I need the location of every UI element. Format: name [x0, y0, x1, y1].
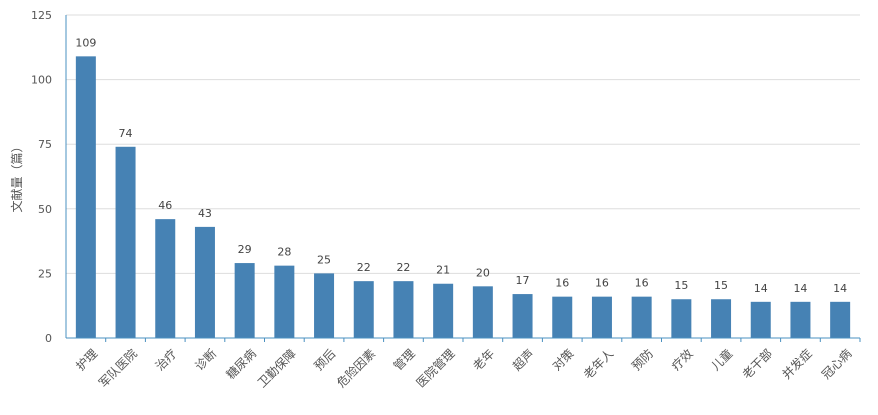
- bar-10: [472, 286, 493, 338]
- data-label-10: 20: [476, 266, 490, 279]
- x-tick-label-9: 医院管理: [413, 346, 458, 391]
- data-label-11: 17: [516, 274, 530, 287]
- data-label-17: 14: [754, 282, 768, 295]
- x-tick-label-3: 诊断: [192, 346, 220, 374]
- bar-2: [155, 219, 176, 338]
- y-tick-label-2: 50: [38, 203, 52, 216]
- bar-17: [750, 301, 771, 338]
- y-tick-label-0: 0: [45, 332, 52, 345]
- bar-7: [353, 281, 374, 338]
- y-axis-title: 文献量（篇）: [9, 140, 24, 212]
- data-label-19: 14: [833, 282, 847, 295]
- y-tick-label-4: 100: [31, 74, 52, 87]
- bar-1: [115, 146, 136, 338]
- x-tick-label-14: 预防: [628, 346, 656, 374]
- x-tick-label-18: 并发症: [779, 346, 815, 382]
- bar-12: [552, 296, 573, 338]
- x-tick-label-1: 军队医院: [95, 346, 140, 391]
- x-tick-label-11: 超声: [509, 346, 537, 374]
- bar-13: [591, 296, 612, 338]
- data-label-1: 74: [119, 127, 133, 140]
- data-label-18: 14: [793, 282, 807, 295]
- data-label-8: 22: [396, 261, 410, 274]
- x-tick-label-7: 危险因素: [334, 346, 379, 391]
- bar-16: [711, 299, 732, 338]
- bar-4: [234, 263, 255, 338]
- x-tick-label-0: 护理: [73, 346, 100, 373]
- bar-11: [512, 294, 533, 338]
- bar-5: [274, 265, 295, 338]
- data-label-2: 46: [158, 199, 172, 212]
- x-tick-label-4: 糖尿病: [223, 346, 259, 382]
- bar-8: [393, 281, 414, 338]
- data-label-12: 16: [555, 277, 569, 290]
- x-tick-label-5: 卫勤保障: [254, 346, 299, 391]
- y-tick-label-3: 75: [38, 138, 52, 151]
- x-tick-label-17: 老干部: [739, 346, 775, 382]
- data-label-5: 28: [277, 246, 291, 259]
- x-tick-label-2: 治疗: [153, 346, 180, 373]
- data-label-4: 29: [238, 243, 252, 256]
- data-label-9: 21: [436, 264, 450, 277]
- data-label-14: 16: [635, 277, 649, 290]
- x-tick-label-13: 老年人: [581, 346, 616, 381]
- data-label-6: 25: [317, 253, 331, 266]
- bar-14: [631, 296, 652, 338]
- grid-lines: [66, 14, 860, 274]
- data-label-0: 109: [75, 36, 96, 49]
- bar-0: [75, 56, 96, 339]
- bar-18: [790, 301, 811, 338]
- x-tick-label-16: 儿童: [708, 346, 736, 374]
- bar-9: [433, 283, 454, 338]
- bar-19: [830, 301, 851, 338]
- x-tick-label-10: 老年: [470, 346, 497, 373]
- bar-6: [314, 273, 335, 338]
- x-tick-label-19: 冠心病: [818, 346, 854, 382]
- data-label-3: 43: [198, 207, 212, 220]
- data-labels: 109 74 46 43 29 28 25 22 22 21 20 17 16 16 16 15 15 14 14 1…: [75, 36, 847, 294]
- data-label-13: 16: [595, 277, 609, 290]
- x-tick-label-8: 管理: [390, 346, 418, 374]
- bars: [75, 56, 851, 339]
- x-tick-label-12: 对策: [550, 346, 577, 373]
- y-tick-label-5: 125: [31, 9, 52, 22]
- bar-3: [194, 226, 215, 338]
- data-label-16: 15: [714, 279, 728, 292]
- x-tick-label-6: 预后: [312, 346, 339, 373]
- y-axis-ticks: 0 25 50 75 100 125: [31, 9, 52, 345]
- data-label-7: 22: [357, 261, 371, 274]
- x-tick-label-15: 疗效: [668, 346, 696, 374]
- bar-15: [671, 299, 692, 338]
- data-label-15: 15: [674, 279, 688, 292]
- y-tick-label-1: 25: [38, 267, 52, 280]
